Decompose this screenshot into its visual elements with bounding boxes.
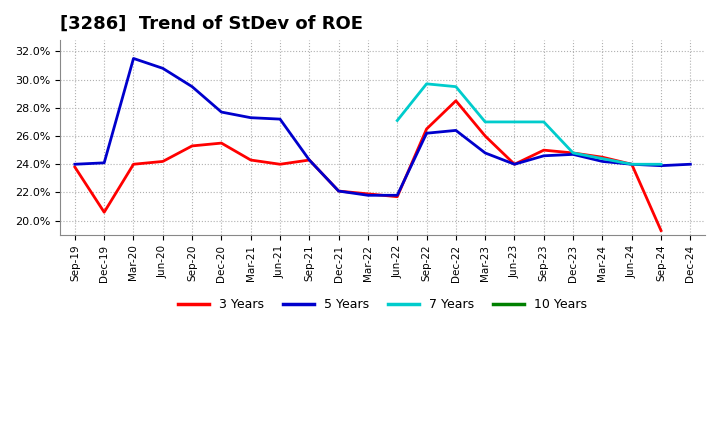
5 Years	[686, 161, 695, 167]
5 Years	[510, 161, 519, 167]
5 Years	[71, 161, 79, 167]
3 Years	[71, 165, 79, 170]
3 Years	[627, 161, 636, 167]
Legend: 3 Years, 5 Years, 7 Years, 10 Years: 3 Years, 5 Years, 7 Years, 10 Years	[173, 293, 593, 316]
5 Years	[598, 159, 607, 164]
7 Years	[657, 161, 665, 167]
3 Years	[569, 150, 577, 156]
5 Years	[334, 188, 343, 194]
5 Years	[100, 160, 109, 165]
5 Years	[158, 66, 167, 71]
3 Years	[422, 126, 431, 132]
3 Years	[246, 158, 255, 163]
5 Years	[422, 131, 431, 136]
3 Years	[598, 154, 607, 160]
3 Years	[158, 159, 167, 164]
5 Years	[657, 163, 665, 169]
3 Years	[305, 158, 314, 163]
Line: 3 Years: 3 Years	[75, 101, 661, 231]
5 Years	[569, 152, 577, 157]
5 Years	[364, 193, 372, 198]
3 Years	[451, 98, 460, 103]
5 Years	[539, 153, 548, 158]
5 Years	[246, 115, 255, 121]
3 Years	[129, 161, 138, 167]
7 Years	[393, 118, 402, 123]
3 Years	[334, 188, 343, 194]
Line: 7 Years: 7 Years	[397, 84, 661, 164]
5 Years	[305, 158, 314, 163]
7 Years	[451, 84, 460, 89]
7 Years	[422, 81, 431, 87]
7 Years	[510, 119, 519, 125]
3 Years	[364, 191, 372, 197]
3 Years	[393, 194, 402, 199]
3 Years	[276, 161, 284, 167]
3 Years	[539, 147, 548, 153]
5 Years	[217, 110, 226, 115]
5 Years	[129, 56, 138, 61]
3 Years	[100, 209, 109, 215]
3 Years	[217, 140, 226, 146]
3 Years	[510, 161, 519, 167]
5 Years	[393, 193, 402, 198]
5 Years	[276, 117, 284, 122]
7 Years	[598, 156, 607, 161]
3 Years	[188, 143, 197, 149]
7 Years	[481, 119, 490, 125]
5 Years	[481, 150, 490, 156]
5 Years	[188, 84, 197, 89]
5 Years	[451, 128, 460, 133]
3 Years	[657, 228, 665, 233]
7 Years	[539, 119, 548, 125]
Text: [3286]  Trend of StDev of ROE: [3286] Trend of StDev of ROE	[60, 15, 363, 33]
5 Years	[627, 161, 636, 167]
7 Years	[627, 161, 636, 167]
Line: 5 Years: 5 Years	[75, 59, 690, 195]
7 Years	[569, 150, 577, 156]
3 Years	[481, 133, 490, 139]
